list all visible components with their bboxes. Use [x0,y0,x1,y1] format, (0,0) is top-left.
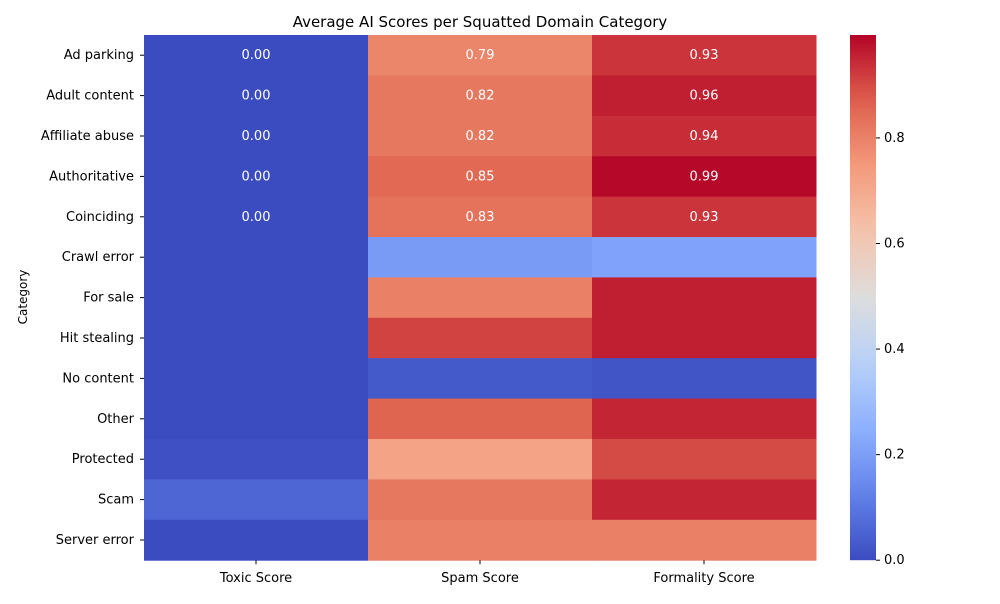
heatmap-cell [144,439,369,480]
cell-value-label: 0.94 [690,129,719,144]
heatmap-cell [592,439,817,480]
y-axis-label: Category [16,270,30,325]
y-tick-label: Coinciding [66,210,134,225]
heatmap-cell [144,237,369,278]
cell-value-label: 0.00 [242,89,271,104]
heatmap-cell [144,277,369,319]
heatmap-cell [144,35,369,76]
heatmap-cell [368,75,593,117]
y-tick-label: Server error [56,533,135,548]
heatmap-cell [368,317,593,359]
heatmap-cell [592,75,817,117]
cell-value-label: 0.96 [690,89,719,104]
cell-value-label: 0.00 [242,210,271,225]
cell-value-label: 0.99 [690,169,719,184]
colorbar-tick-label: 0.4 [884,342,905,357]
y-tick-label: For sale [83,291,134,306]
cell-value-label: 0.85 [466,169,495,184]
y-tick-label: Authoritative [49,169,134,184]
y-tick-label: Adult content [46,89,134,104]
heatmap-cell [592,196,817,238]
heatmap-cell [144,115,369,157]
heatmap-cell [592,358,817,400]
colorbar-tick-label: 0.0 [884,553,905,568]
heatmap-cell [592,479,817,521]
heatmap-cell [368,237,593,278]
cell-value-label: 0.93 [690,48,719,63]
cell-value-label: 0.93 [690,210,719,225]
heatmap-cell [144,519,369,561]
cell-value-label: 0.82 [466,89,495,104]
heatmap-cell [144,317,369,359]
y-tick-label: Protected [72,452,134,467]
y-tick-labels: Ad parking Adult content Affiliate abuse Au… [41,48,144,548]
heatmap-cell [368,156,593,198]
heatmap-cell [592,35,817,76]
heatmap-cell [144,156,369,198]
heatmap-cell [368,519,593,561]
heatmap-cell [592,156,817,198]
heatmap-cell [592,237,817,278]
heatmap-cell [144,358,369,400]
y-tick-label: Other [97,412,135,427]
heatmap-cell [144,398,369,440]
heatmap-cell [368,35,593,76]
y-tick-label: Scam [98,493,134,508]
heatmap-cell [368,196,593,238]
colorbar: 0.0 0.2 0.4 0.6 0.8 [850,35,905,568]
colorbar-gradient [850,35,876,561]
chart-title: Average AI Scores per Squatted Domain Ca… [293,13,668,31]
y-tick-label: No content [62,371,134,386]
heatmap-cell [368,398,593,440]
x-tick-label: Spam Score [441,571,519,586]
x-tick-labels: Toxic Score Spam Score Formality Score [219,560,755,586]
heatmap-cell [592,317,817,359]
heatmap-cell [368,479,593,521]
heatmap-cell [592,115,817,157]
y-tick-label: Ad parking [64,48,134,63]
heatmap-cell [592,398,817,440]
heatmap-annotations: 0.00 0.79 0.93 0.00 0.82 0.96 0.00 0.82 0.94 0.00… [242,48,719,225]
colorbar-tick-label: 0.6 [884,236,905,251]
x-tick-label: Toxic Score [219,571,292,586]
colorbar-tick-label: 0.2 [884,448,905,463]
heatmap-cells [144,35,817,561]
colorbar-tick-label: 0.8 [884,131,905,146]
cell-value-label: 0.79 [466,48,495,63]
cell-value-label: 0.83 [466,210,495,225]
heatmap-cell [368,439,593,480]
heatmap-cell [592,277,817,319]
heatmap-cell [144,479,369,521]
cell-value-label: 0.00 [242,48,271,63]
heatmap-cell [144,75,369,117]
heatmap-cell [368,115,593,157]
heatmap-cell [144,196,369,238]
x-tick-label: Formality Score [653,571,754,586]
cell-value-label: 0.00 [242,169,271,184]
cell-value-label: 0.82 [466,129,495,144]
y-tick-label: Crawl error [62,250,135,265]
cell-value-label: 0.00 [242,129,271,144]
heatmap-cell [368,358,593,400]
heatmap-cell [368,277,593,319]
heatmap-cell [592,519,817,561]
y-tick-label: Affiliate abuse [41,129,134,144]
y-tick-label: Hit stealing [60,331,134,346]
